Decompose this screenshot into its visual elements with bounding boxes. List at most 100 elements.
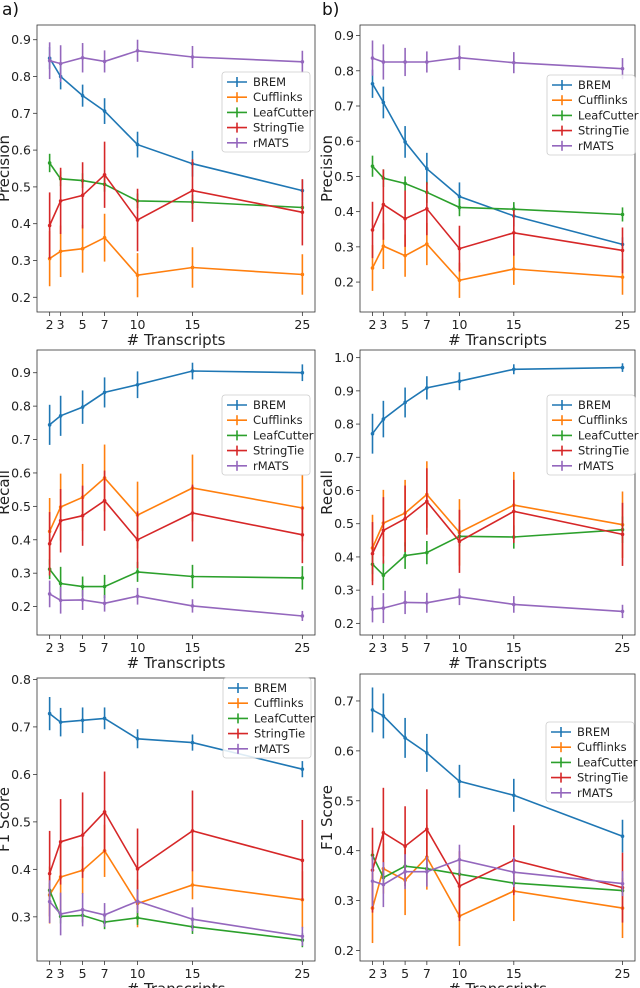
data-point: [135, 382, 140, 387]
series-rmats: [370, 844, 625, 908]
x-tick-label: 7: [101, 640, 109, 655]
plot-frame: [36, 349, 316, 636]
data-point: [425, 550, 429, 555]
data-point: [47, 871, 52, 876]
x-tick-label: 7: [423, 966, 431, 981]
data-point: [102, 498, 107, 503]
data-point: [457, 857, 462, 862]
data-point: [457, 205, 462, 210]
data-point: [102, 716, 107, 721]
data-point: [381, 100, 386, 105]
x-tick-label: 5: [79, 640, 87, 655]
series-rmats: [370, 40, 625, 80]
series-stringtie: [47, 141, 305, 259]
data-point: [135, 915, 140, 920]
data-point: [58, 199, 63, 203]
series-brem: [370, 687, 625, 853]
legend-label: LeafCutter: [254, 711, 315, 725]
data-point: [58, 581, 63, 586]
x-tick-label: 25: [294, 966, 310, 981]
data-point: [620, 609, 625, 614]
series-stringtie: [47, 771, 305, 917]
y-tick-label: 0.5: [334, 169, 354, 184]
y-tick-label: 0.9: [11, 365, 31, 380]
x-tick-label: 5: [401, 966, 409, 981]
data-point: [403, 400, 407, 405]
series-leafcutter: [370, 155, 625, 222]
legend-label: BREM: [578, 398, 611, 412]
data-point: [135, 570, 140, 574]
data-point: [190, 574, 195, 579]
y-tick-label: 0.6: [11, 465, 31, 480]
series-rmats: [370, 588, 625, 624]
y-axis-label: Precision: [0, 135, 13, 202]
data-point: [47, 541, 52, 546]
data-point: [300, 272, 305, 277]
series-stringtie: [370, 169, 625, 274]
series-line: [371, 165, 623, 216]
data-point: [47, 423, 52, 427]
data-point: [620, 248, 625, 253]
legend-label: rMATS: [578, 459, 614, 473]
data-point: [190, 188, 195, 193]
y-tick-label: 0.4: [334, 843, 354, 858]
series-line: [49, 236, 303, 277]
x-tick-label: 3: [57, 317, 65, 332]
data-point: [80, 718, 85, 723]
legend-label: LeafCutter: [577, 755, 638, 769]
data-point: [425, 499, 429, 504]
x-tick-label: 25: [294, 640, 310, 655]
series-line: [371, 854, 623, 892]
subplot-precision-b: 0.2 0.3 0.4 0.5 0.6 0.7 0.8 0.9 2 3 5 7 10 15 25 # Tran…: [318, 24, 639, 349]
legend-label: LeafCutter: [253, 428, 314, 442]
legend-label: Cufflinks: [578, 413, 628, 427]
data-point: [47, 711, 52, 716]
y-tick-label: 0.4: [11, 216, 31, 231]
x-tick-label: 3: [379, 966, 387, 981]
data-point: [135, 273, 140, 278]
x-tick-label: 15: [185, 966, 201, 981]
legend-label: rMATS: [577, 786, 613, 800]
data-point: [512, 602, 516, 607]
plot-frame: [36, 677, 316, 962]
legend-box: [221, 394, 311, 476]
x-tick-label: 3: [379, 317, 387, 332]
data-point: [403, 140, 407, 144]
data-point: [403, 60, 407, 64]
data-point: [403, 844, 407, 848]
plot-frame: [36, 24, 316, 313]
series-brem: [47, 696, 305, 778]
y-tick-label: 0.2: [334, 943, 354, 958]
legend-label: Cufflinks: [253, 90, 303, 104]
data-point: [381, 417, 386, 421]
series-rmats: [47, 580, 305, 621]
x-tick-label: 7: [101, 966, 109, 981]
data-point: [58, 720, 63, 724]
x-tick-label: 25: [615, 966, 631, 981]
y-tick-label: 0.8: [11, 672, 31, 687]
data-point: [457, 55, 462, 60]
x-tick-label: 10: [130, 640, 146, 655]
y-axis-label: Precision: [318, 135, 336, 202]
data-point: [300, 934, 305, 939]
data-point: [190, 883, 195, 887]
x-tick-label: 5: [79, 966, 87, 981]
subplot-precision-a: 0.2 0.3 0.4 0.5 0.6 0.7 0.8 0.9 2 3 5 7 10 15 25 # Tran…: [0, 24, 316, 349]
legend-label: Cufflinks: [578, 93, 628, 107]
y-tick-label: 0.4: [11, 862, 31, 877]
data-point: [190, 740, 195, 745]
series-leafcutter: [47, 559, 305, 601]
y-tick-label: 0.3: [11, 909, 31, 924]
legend-label: BREM: [253, 75, 286, 89]
data-point: [47, 161, 52, 165]
x-tick-label: 5: [79, 317, 87, 332]
x-tick-label: 10: [130, 317, 146, 332]
y-tick-label: 0.9: [334, 28, 354, 43]
data-point: [620, 275, 625, 279]
series-line: [48, 889, 303, 941]
data-point: [425, 207, 429, 211]
data-point: [47, 256, 52, 261]
y-tick-label: 0.4: [334, 204, 354, 219]
data-point: [381, 830, 386, 835]
